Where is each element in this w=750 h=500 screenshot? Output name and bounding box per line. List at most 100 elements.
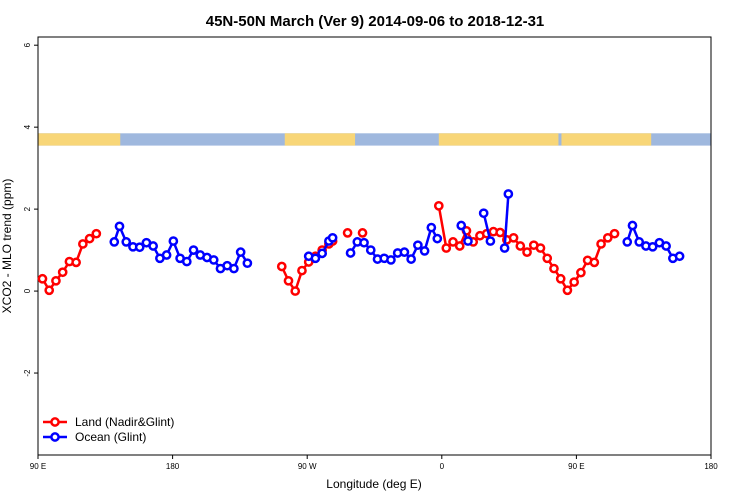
x-tick-label-3: 0 <box>440 462 445 471</box>
land-point-0-1 <box>44 285 55 296</box>
ocean-point-2-12 <box>426 222 437 233</box>
ocean-point-2-6 <box>386 255 396 265</box>
ocean-point-3-1 <box>463 236 473 246</box>
land-point-4-19 <box>562 285 573 296</box>
x-tick-label-5: 180 <box>704 462 718 471</box>
x-tick-label-0: 90 E <box>30 462 46 471</box>
ocean-point-1-4 <box>327 232 338 243</box>
ocean-point-5-1 <box>503 189 514 199</box>
ocean-point-2-13 <box>432 233 443 244</box>
legend-label-land: Land (Nadir&Glint) <box>75 415 174 429</box>
y-tick-label-3: 4 <box>23 124 32 129</box>
ocean-point-0-2 <box>121 237 132 247</box>
ocean-point-5-0 <box>499 243 510 253</box>
land-point-0-8 <box>91 228 102 239</box>
ocean-point-4-0 <box>478 208 489 219</box>
land-point-4-13 <box>522 247 532 257</box>
land-point-4-15 <box>535 243 546 253</box>
land-point-4-16 <box>542 253 553 264</box>
land-point-1-0 <box>276 261 287 272</box>
x-tick-label-2: 90 W <box>298 462 317 471</box>
series-land <box>37 200 620 296</box>
ocean-point-0-20 <box>242 258 253 269</box>
ocean-point-2-11 <box>419 246 430 256</box>
legend-marker-land <box>50 417 60 427</box>
land-point-4-21 <box>576 267 586 278</box>
land-point-4-24 <box>596 239 606 249</box>
ocean-point-6-2 <box>634 237 645 247</box>
chart-title: 45N-50N March (Ver 9) 2014-09-06 to 2018… <box>206 13 545 30</box>
land-point-3-0 <box>357 228 368 238</box>
map-land-2 <box>438 133 559 146</box>
ocean-point-0-9 <box>168 236 179 246</box>
ocean-point-0-19 <box>235 247 246 257</box>
ocean-point-6-8 <box>674 251 685 262</box>
ocean-point-0-11 <box>181 256 192 267</box>
plot-frame <box>37 36 712 456</box>
ocean-point-6-6 <box>661 241 671 251</box>
land-point-2-0 <box>342 228 353 238</box>
ocean-point-1-1 <box>310 253 321 264</box>
land-point-4-9 <box>495 227 505 238</box>
y-tick-label-4: 6 <box>23 42 32 47</box>
series-layer <box>37 189 685 296</box>
ocean-point-0-15 <box>208 255 219 265</box>
map-land-3 <box>561 133 652 146</box>
ocean-point-4-1 <box>485 236 496 246</box>
ocean-point-2-9 <box>406 254 416 264</box>
ocean-point-1-2 <box>317 248 328 259</box>
legend-marker-ocean <box>50 432 60 442</box>
ocean-point-0-1 <box>114 221 125 232</box>
land-point-4-0 <box>433 200 444 211</box>
land-point-4-23 <box>589 257 600 268</box>
ocean-point-2-8 <box>399 247 410 257</box>
land-point-0-0 <box>37 273 48 284</box>
x-tick-label-1: 180 <box>166 462 180 471</box>
ocean-point-0-6 <box>148 241 159 251</box>
ocean-point-3-0 <box>456 220 467 231</box>
ocean-point-2-10 <box>413 240 423 251</box>
land-point-4-18 <box>555 273 566 284</box>
y-axis-label: XCO2 - MLO trend (ppm) <box>0 179 14 314</box>
land-point-4-12 <box>515 241 526 251</box>
y-tick-label-0: -2 <box>23 369 32 377</box>
land-point-0-5 <box>71 257 81 268</box>
land-point-0-6 <box>78 239 88 249</box>
land-point-4-11 <box>508 232 519 243</box>
land-point-0-7 <box>84 233 95 244</box>
land-point-4-1 <box>441 243 452 253</box>
map-land-0 <box>38 133 121 146</box>
land-point-4-26 <box>609 228 620 239</box>
x-tick-label-4: 90 E <box>568 462 584 471</box>
land-point-4-20 <box>569 277 580 287</box>
map-strip <box>38 133 711 146</box>
land-point-1-3 <box>297 265 307 276</box>
ocean-point-2-0 <box>345 248 356 258</box>
ocean-point-0-0 <box>109 237 120 247</box>
ocean-point-0-12 <box>188 245 199 255</box>
series-ocean <box>109 189 685 274</box>
land-point-1-2 <box>290 286 301 296</box>
land-point-4-2 <box>448 237 458 247</box>
land-point-4-3 <box>454 241 465 251</box>
ocean-point-0-4 <box>134 242 145 253</box>
ocean-point-6-0 <box>622 237 633 247</box>
legend: Land (Nadir&Glint)Ocean (Glint) <box>43 415 174 444</box>
ocean-point-0-18 <box>229 263 239 274</box>
land-point-0-2 <box>51 275 61 286</box>
y-tick-label-1: 0 <box>23 288 32 293</box>
map-land-1 <box>284 133 356 146</box>
ocean-point-2-2 <box>359 237 369 248</box>
ocean-point-2-3 <box>365 245 376 255</box>
land-point-4-25 <box>602 232 613 243</box>
ocean-point-6-1 <box>627 220 638 231</box>
ocean-line-5 <box>503 193 510 249</box>
land-point-4-17 <box>549 263 559 274</box>
land-point-1-1 <box>283 275 294 286</box>
legend-label-ocean: Ocean (Glint) <box>75 430 146 444</box>
axes: 90 E 180 90 W 0 90 E 180 -2 0 2 4 6 <box>23 42 718 471</box>
ocean-point-6-4 <box>647 241 658 252</box>
ocean-point-0-8 <box>161 250 172 260</box>
land-point-0-3 <box>57 267 68 278</box>
